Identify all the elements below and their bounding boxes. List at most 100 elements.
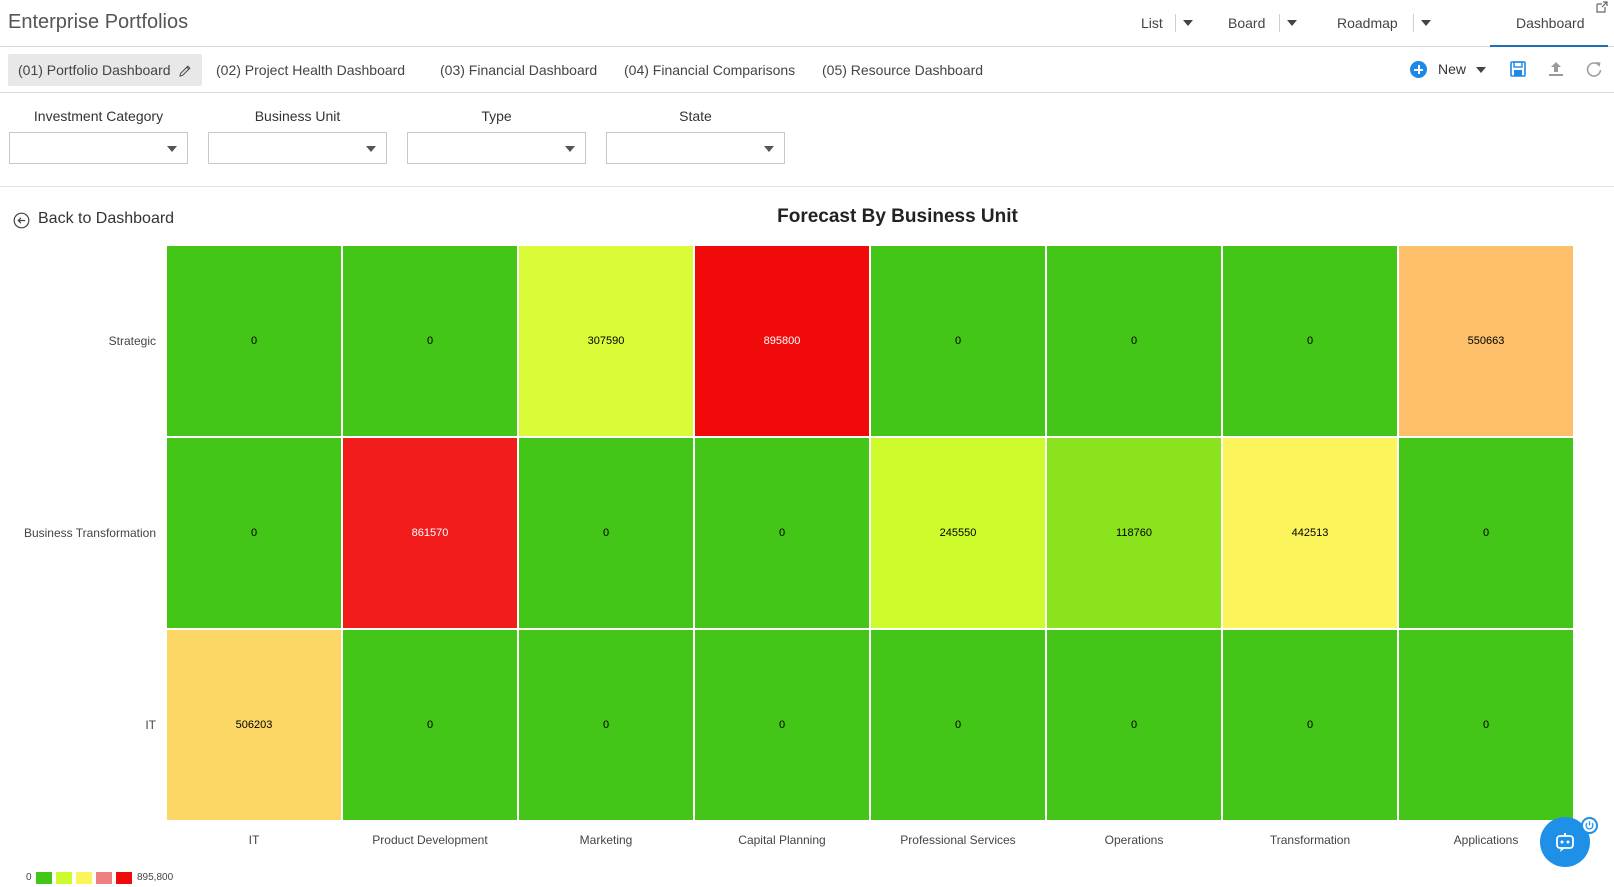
tab-resource-dashboard[interactable]: (05) Resource Dashboard	[812, 54, 993, 86]
heatmap-cell[interactable]: 0	[870, 629, 1046, 821]
legend-max-label: 895,800	[137, 872, 174, 883]
heatmap-cell[interactable]: 0	[694, 437, 870, 629]
heatmap-cell-value: 307590	[587, 335, 625, 347]
view-dashboard-label: Dashboard	[1516, 15, 1585, 31]
heatmap-cell[interactable]: 861570	[342, 437, 518, 629]
type-select[interactable]	[407, 132, 586, 164]
filter-label: Type	[481, 108, 512, 124]
legend-swatch	[116, 872, 132, 884]
popout-icon[interactable]	[1596, 1, 1608, 13]
pencil-icon[interactable]	[178, 64, 192, 78]
view-dashboard[interactable]: Dashboard	[1490, 0, 1608, 47]
heatmap-cell-value: 550663	[1467, 335, 1505, 347]
view-list[interactable]: List	[1141, 15, 1163, 31]
legend-swatch	[56, 872, 72, 884]
business-unit-select[interactable]	[208, 132, 387, 164]
heatmap-cell[interactable]: 0	[342, 245, 518, 437]
tab-label: (01) Portfolio Dashboard	[18, 62, 171, 78]
board-dropdown-caret-icon[interactable]	[1279, 14, 1301, 32]
heatmap-cell[interactable]: 118760	[1046, 437, 1222, 629]
heatmap-cell-value: 0	[426, 719, 434, 731]
view-board[interactable]: Board	[1228, 15, 1266, 31]
list-dropdown-caret-icon[interactable]	[1175, 14, 1197, 32]
column-label: Applications	[1453, 833, 1519, 847]
upload-icon[interactable]	[1546, 59, 1566, 79]
power-status-icon[interactable]	[1581, 817, 1598, 834]
heatmap-cell[interactable]: 0	[694, 629, 870, 821]
heatmap-cell-value: 442513	[1291, 527, 1329, 539]
heatmap-cell[interactable]: 0	[342, 629, 518, 821]
heatmap-chart: 0 0 307590 895800 0 0 0 550663 0 861570 0 0 245550 11…	[0, 245, 1614, 847]
heatmap-cell[interactable]: 307590	[518, 245, 694, 437]
heatmap-cell[interactable]: 442513	[1222, 437, 1398, 629]
heatmap-cell-value: 0	[250, 335, 258, 347]
legend-swatch	[96, 872, 112, 884]
column-label: Marketing	[579, 833, 633, 847]
heatmap-cell-value: 0	[250, 527, 258, 539]
back-link-label: Back to Dashboard	[38, 210, 175, 227]
view-roadmap[interactable]: Roadmap	[1337, 15, 1398, 31]
heatmap-cell-value: 0	[602, 719, 610, 731]
heatmap-cell[interactable]: 0	[1222, 245, 1398, 437]
column-label: Transformation	[1269, 833, 1351, 847]
heatmap-cell-value: 0	[1306, 719, 1314, 731]
filter-label: Business Unit	[254, 108, 341, 124]
heatmap-cell[interactable]: 506203	[166, 629, 342, 821]
chatbot-icon	[1556, 833, 1574, 852]
tab-portfolio-dashboard[interactable]: (01) Portfolio Dashboard	[8, 54, 203, 86]
heatmap-cell[interactable]: 0	[518, 629, 694, 821]
heatmap-cell[interactable]: 0	[166, 437, 342, 629]
filter-label: State	[679, 108, 712, 124]
legend-min-label: 0	[26, 872, 32, 883]
roadmap-dropdown-caret-icon[interactable]	[1413, 14, 1435, 32]
chevron-down-icon	[1476, 67, 1486, 73]
save-icon[interactable]	[1508, 59, 1528, 79]
column-label: Product Development	[372, 833, 488, 847]
filter-type: Type	[407, 108, 586, 164]
tab-label: (02) Project Health Dashboard	[216, 62, 406, 78]
heatmap-cell[interactable]: 0	[1222, 629, 1398, 821]
top-header: Enterprise Portfolios List Board Roadmap…	[0, 0, 1614, 47]
heatmap-cell[interactable]: 0	[1398, 437, 1574, 629]
column-label: Operations	[1104, 833, 1164, 847]
heatmap-cell-value: 245550	[939, 527, 977, 539]
heatmap-cell[interactable]: 0	[166, 245, 342, 437]
heatmap-cell-value: 0	[426, 335, 434, 347]
tab-label: (05) Resource Dashboard	[822, 62, 984, 78]
heatmap-cell-value: 0	[954, 335, 962, 347]
dashboard-tabs: (01) Portfolio Dashboard (02) Project He…	[0, 47, 1614, 93]
heatmap-cell-value: 0	[954, 719, 962, 731]
heatmap-cell[interactable]: 0	[1046, 629, 1222, 821]
filter-business-unit: Business Unit	[208, 108, 387, 164]
refresh-icon[interactable]	[1584, 59, 1604, 79]
heatmap-cell[interactable]: 0	[1398, 629, 1574, 821]
heatmap-cell-value: 0	[778, 719, 786, 731]
heatmap-cell[interactable]: 550663	[1398, 245, 1574, 437]
filter-label: Investment Category	[33, 108, 164, 124]
heatmap-cell[interactable]: 0	[870, 245, 1046, 437]
heatmap-cell[interactable]: 0	[1046, 245, 1222, 437]
tab-financial-dashboard[interactable]: (03) Financial Dashboard	[430, 54, 607, 86]
column-label: IT	[248, 833, 260, 847]
chart-title: Forecast By Business Unit	[777, 206, 1018, 227]
tab-financial-comparisons[interactable]: (04) Financial Comparisons	[614, 54, 805, 86]
heatmap-cell[interactable]: 895800	[694, 245, 870, 437]
heatmap-cell-value: 0	[778, 527, 786, 539]
row-label: IT	[145, 718, 156, 732]
row-label: Business Transformation	[23, 526, 156, 540]
heatmap-cell[interactable]: 245550	[870, 437, 1046, 629]
heatmap-cell[interactable]: 0	[518, 437, 694, 629]
legend-swatch	[36, 872, 52, 884]
filter-state: State	[606, 108, 785, 164]
new-button-label: New	[1438, 61, 1467, 77]
heatmap-cell-value: 0	[1306, 335, 1314, 347]
investment-category-select[interactable]	[9, 132, 188, 164]
divider	[0, 186, 1614, 187]
app-title: Enterprise Portfolios	[8, 11, 189, 33]
heatmap-cell-value: 861570	[411, 527, 449, 539]
heatmap-cell-value: 895800	[763, 335, 801, 347]
tab-project-health-dashboard[interactable]: (02) Project Health Dashboard	[206, 54, 415, 86]
heatmap-cell-value: 0	[1482, 719, 1490, 731]
state-select[interactable]	[606, 132, 785, 164]
heatmap-cell-value: 506203	[235, 719, 273, 731]
